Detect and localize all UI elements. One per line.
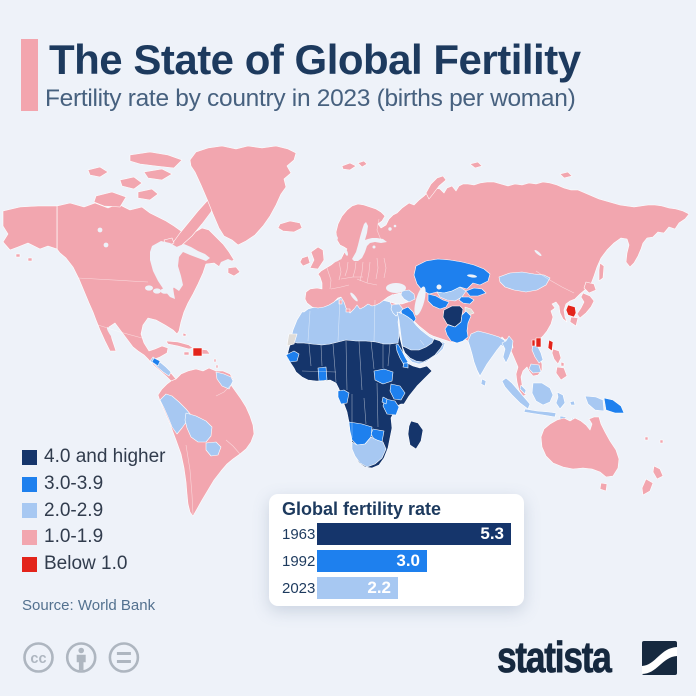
svg-text:cc: cc xyxy=(30,651,46,667)
